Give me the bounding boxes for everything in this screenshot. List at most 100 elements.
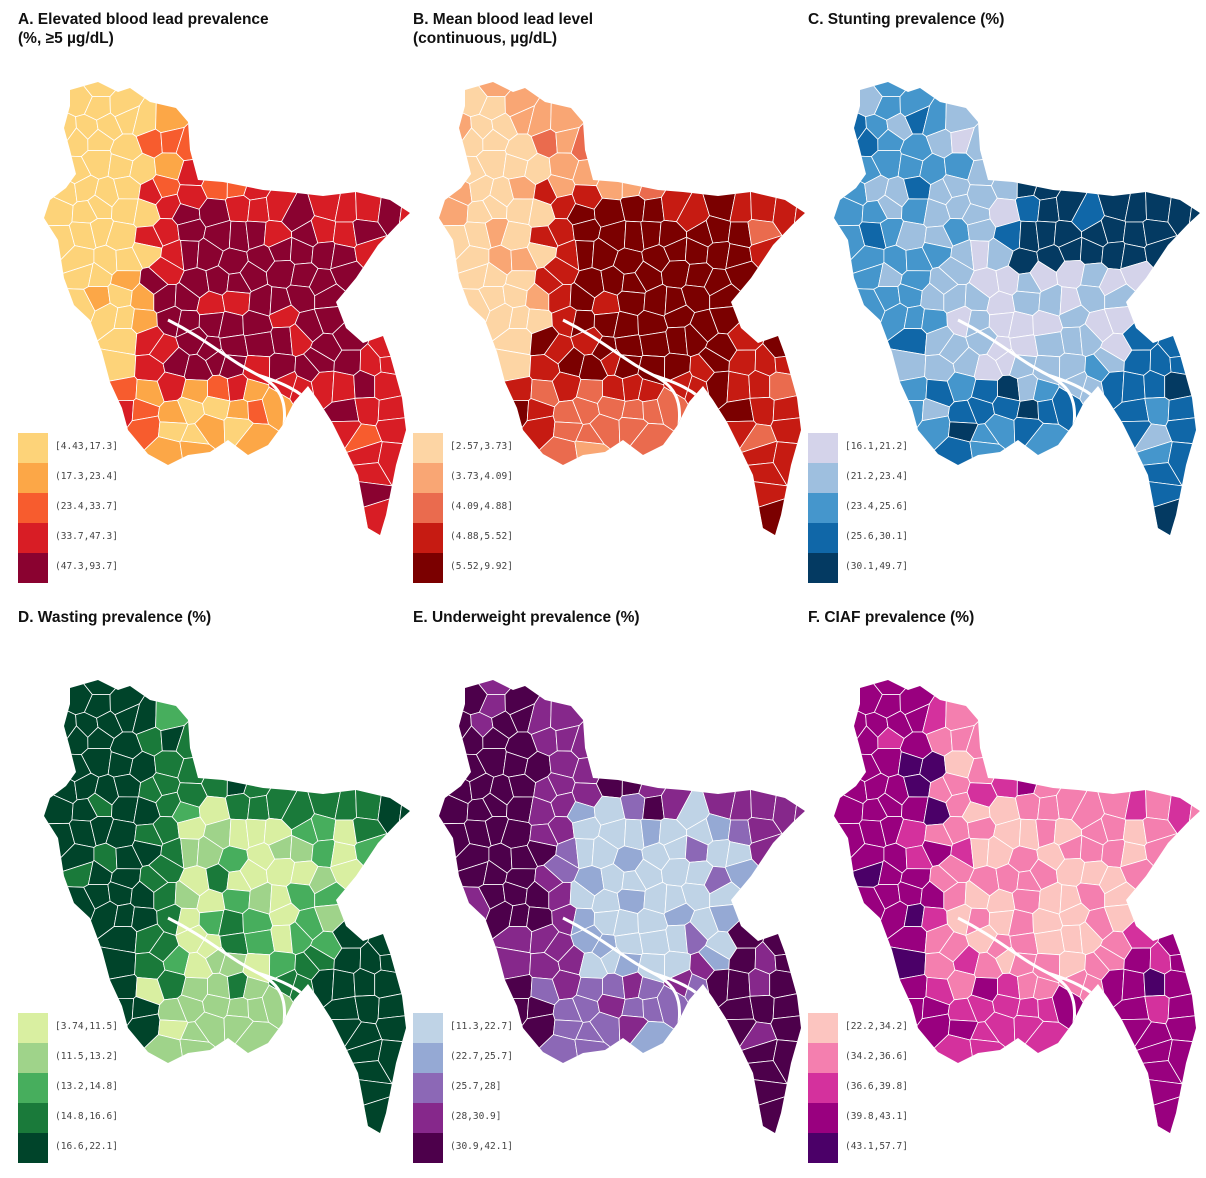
district-region — [1034, 331, 1065, 358]
district-region — [569, 1091, 805, 1133]
district-region — [1037, 794, 1060, 821]
district-region — [726, 370, 751, 403]
district-region — [945, 82, 1095, 134]
legend-item: (23.4,25.6] — [808, 493, 928, 523]
district-region — [155, 82, 305, 134]
choropleth-map — [44, 82, 410, 535]
district-region — [1164, 371, 1200, 401]
legend-label: [3.74,11.5] — [55, 1021, 118, 1032]
legend-swatch — [808, 1103, 838, 1133]
legend-label: (36.6,39.8] — [845, 1081, 908, 1092]
district-region — [44, 974, 138, 1000]
district-region — [439, 82, 488, 118]
district-region — [834, 286, 886, 388]
legend-item: (28,30.9] — [413, 1103, 533, 1133]
district-region — [305, 1060, 393, 1085]
district-region — [575, 240, 595, 272]
district-region — [180, 838, 200, 870]
legend-label: [4.43,17.3] — [55, 441, 118, 452]
panel-title: B. Mean blood lead level (continuous, µg… — [413, 10, 805, 48]
district-region — [965, 680, 1121, 760]
district-region — [945, 680, 1095, 732]
district-region — [1095, 1060, 1183, 1085]
legend-swatch — [18, 493, 48, 523]
panel-title: E. Underweight prevalence (%) — [413, 608, 805, 627]
district-region — [352, 680, 407, 821]
district-region — [44, 180, 74, 227]
district-region — [762, 887, 805, 957]
district-region — [44, 263, 94, 290]
district-region — [834, 861, 884, 888]
district-region — [1037, 196, 1060, 223]
legend-swatch — [413, 1043, 443, 1073]
district-region — [595, 745, 624, 799]
district-region — [247, 794, 270, 821]
district-region — [439, 680, 580, 695]
district-region — [439, 861, 489, 888]
legend-swatch — [413, 1103, 443, 1133]
district-region — [748, 369, 771, 399]
district-region — [619, 194, 646, 223]
legend-item: (14.8,16.6] — [18, 1103, 138, 1133]
district-region — [243, 82, 323, 201]
district-region — [44, 680, 93, 716]
district-region — [244, 331, 275, 358]
district-region — [834, 88, 867, 163]
legend-item: (23.4,33.7] — [18, 493, 138, 523]
district-region — [970, 838, 990, 870]
district-region — [224, 792, 251, 821]
legend-swatch — [413, 433, 443, 463]
district-region — [155, 680, 305, 732]
district-region — [396, 737, 410, 854]
legend-label: (14.8,16.6] — [55, 1111, 118, 1122]
district-region — [226, 680, 282, 797]
legend-item: (39.8,43.1] — [808, 1103, 928, 1133]
legend-swatch — [808, 493, 838, 523]
district-region — [1124, 726, 1147, 821]
panel-title: F. CIAF prevalence (%) — [808, 608, 1200, 627]
legend-item: (3.73,4.09] — [413, 463, 533, 493]
panel-title: D. Wasting prevalence (%) — [18, 608, 410, 627]
district-region — [1016, 680, 1072, 797]
district-region — [762, 289, 805, 359]
district-region — [439, 974, 533, 1000]
legend-swatch — [808, 433, 838, 463]
legend-label: (47.3,93.7] — [55, 561, 118, 572]
district-region — [834, 686, 867, 761]
district-region — [574, 1038, 643, 1133]
panel-c: C. Stunting prevalence (%) [16.1,21.2] (… — [808, 10, 1200, 583]
title-line: F. CIAF prevalence (%) — [808, 609, 975, 626]
district-region — [224, 194, 251, 223]
district-region — [665, 326, 688, 356]
district-region — [665, 924, 688, 954]
legend-item: (30.1,49.7] — [808, 553, 928, 583]
district-region — [1143, 369, 1166, 399]
legend-label: (28,30.9] — [450, 1111, 502, 1122]
legend-swatch — [413, 1013, 443, 1043]
legend-item: [16.1,21.2] — [808, 433, 928, 463]
legend-item: (13.2,14.8] — [18, 1073, 138, 1103]
district-region — [175, 680, 331, 760]
district-region — [1033, 680, 1113, 799]
district-region — [639, 929, 670, 956]
legend-item: (34.2,36.6] — [808, 1043, 928, 1073]
legend-label: (3.73,4.09] — [450, 471, 513, 482]
district-region — [44, 286, 96, 388]
legend-item: [2.57,3.73] — [413, 433, 533, 463]
district-region — [769, 371, 805, 401]
legend-label: (34.2,36.6] — [845, 1051, 908, 1062]
legend-label: (17.3,23.4] — [55, 471, 118, 482]
district-region — [174, 493, 410, 535]
district-region — [834, 680, 883, 716]
district-region — [595, 147, 624, 201]
district-region — [303, 680, 362, 820]
district-region — [749, 833, 805, 906]
legend-swatch — [18, 463, 48, 493]
district-region — [44, 88, 77, 163]
legend-item: [3.74,11.5] — [18, 1013, 138, 1043]
district-region — [200, 745, 229, 799]
legend-swatch — [413, 1073, 443, 1103]
district-region — [353, 369, 376, 399]
legend-item: (21.2,23.4] — [808, 463, 928, 493]
panel-title: C. Stunting prevalence (%) — [808, 10, 1200, 29]
